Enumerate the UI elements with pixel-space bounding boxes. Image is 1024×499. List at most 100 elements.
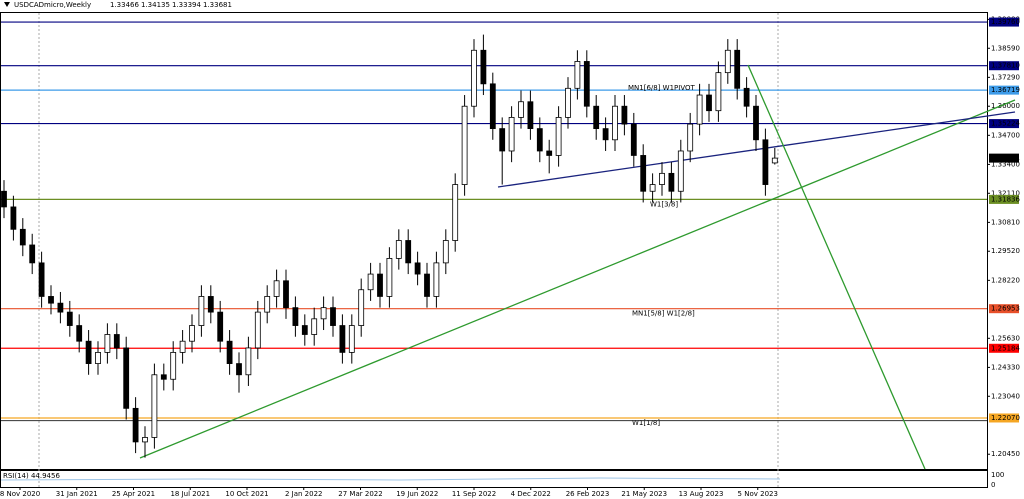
candle-body (367, 273, 374, 291)
x-tick-label: 19 Jun 2022 (396, 490, 438, 498)
candle-body (104, 334, 111, 353)
candle-body (395, 240, 402, 259)
y-tick-label: 1.23040 (991, 392, 1020, 400)
level-label: 1.31836 (991, 195, 1020, 203)
rsi-label: RSI(14) 44.9456 (3, 472, 60, 480)
candle-body (38, 262, 45, 297)
menu-arrow[interactable] (4, 2, 10, 7)
candle-body (151, 374, 158, 438)
candle-body (715, 72, 722, 112)
candle-body (113, 334, 120, 349)
candle-body (734, 49, 741, 89)
main-panel (0, 12, 988, 470)
trend-line (139, 99, 1016, 459)
y-tick-label: 1.20450 (991, 450, 1020, 458)
candle-body (264, 296, 271, 313)
candle-body (348, 325, 355, 353)
candle-body (536, 128, 543, 152)
candle-body (612, 105, 618, 141)
candle-body (189, 325, 195, 342)
candle-body (499, 128, 506, 152)
x-tick-label: 21 May 2023 (621, 490, 667, 498)
price-label-bg (989, 153, 1019, 163)
candle-body (29, 244, 36, 264)
candle-body (518, 101, 524, 118)
candle-body (19, 228, 26, 246)
candle-body (649, 184, 656, 192)
candle-body (565, 87, 571, 118)
candle-body (659, 172, 665, 185)
candle-body (254, 311, 261, 349)
candle-body (170, 352, 177, 380)
x-tick-label: 31 Jan 2021 (56, 490, 98, 498)
x-tick-label: 2 Jan 2022 (285, 490, 323, 498)
candle-body (198, 296, 205, 326)
candle-body (546, 150, 553, 156)
candle-body (771, 157, 778, 164)
x-tick-label: 8 Nov 2020 (0, 490, 40, 498)
y-tick-label: 1.30810 (991, 218, 1020, 226)
y-tick-label: 1.33400 (991, 160, 1020, 168)
candle-body (236, 363, 242, 376)
candle-body (132, 407, 139, 443)
y-tick-label: 1.25630 (991, 334, 1020, 342)
x-tick-label: 25 Apr 2021 (112, 490, 155, 498)
price-label: 1.33681 (991, 154, 1020, 162)
candle-body (66, 311, 73, 326)
candle-body (207, 296, 214, 313)
candle-body (452, 184, 459, 241)
ohlc-value: 1.33466 (110, 1, 139, 9)
candle-body (405, 240, 412, 264)
level-label: 1.35224 (991, 120, 1020, 128)
rsi-line (0, 477, 781, 481)
candle-body (640, 155, 647, 192)
x-tick-label: 18 Jul 2021 (170, 490, 210, 498)
candle-body (442, 240, 449, 264)
level-text: W1[3/8] (650, 200, 678, 208)
candle-body (179, 340, 186, 353)
rsi-tick: 100 (991, 471, 1004, 479)
candle-body (424, 273, 430, 297)
candle-body (593, 105, 600, 129)
candle-body (743, 87, 750, 107)
candle-body (1, 190, 7, 208)
candle-body (245, 347, 252, 376)
candle-body (330, 307, 336, 326)
candle-body (696, 94, 703, 125)
candle-body (687, 123, 694, 152)
candle-body (602, 128, 609, 141)
x-tick-label: 11 Sep 2022 (452, 490, 496, 498)
x-tick-label: 4 Dec 2022 (511, 490, 551, 498)
level-label-bg (989, 194, 1019, 204)
candle-body (95, 352, 101, 364)
candle-body (48, 296, 54, 304)
candle-body (76, 325, 83, 342)
candle-body (320, 307, 327, 320)
candle-body (471, 49, 477, 107)
candle-body (724, 49, 731, 74)
level-label: 1.37810 (991, 62, 1020, 70)
candle-body (668, 172, 675, 192)
candle-body (377, 273, 383, 297)
level-label: 1.25184 (991, 344, 1020, 352)
y-tick-label: 1.38590 (991, 44, 1020, 52)
candle-body (226, 340, 233, 364)
ohlc-value: 1.33681 (203, 1, 232, 9)
candle-body (753, 105, 759, 141)
y-tick-label: 1.29520 (991, 247, 1020, 255)
level-text: MN1[6/8] W1PIVOT (628, 84, 696, 92)
ohlc-value: 1.34135 (141, 1, 170, 9)
candle-body (142, 437, 148, 443)
candle-body (677, 150, 684, 192)
level-label-bg (989, 343, 1019, 353)
candle-body (85, 340, 92, 364)
candle-body (555, 117, 562, 156)
candle-body (386, 258, 393, 297)
candle-body (358, 289, 365, 326)
x-tick-label: 10 Oct 2021 (225, 490, 268, 498)
rsi-tick: 0 (991, 481, 995, 489)
y-tick-label: 1.32110 (991, 189, 1020, 197)
candle-body (10, 206, 17, 230)
candle-body (311, 318, 318, 335)
